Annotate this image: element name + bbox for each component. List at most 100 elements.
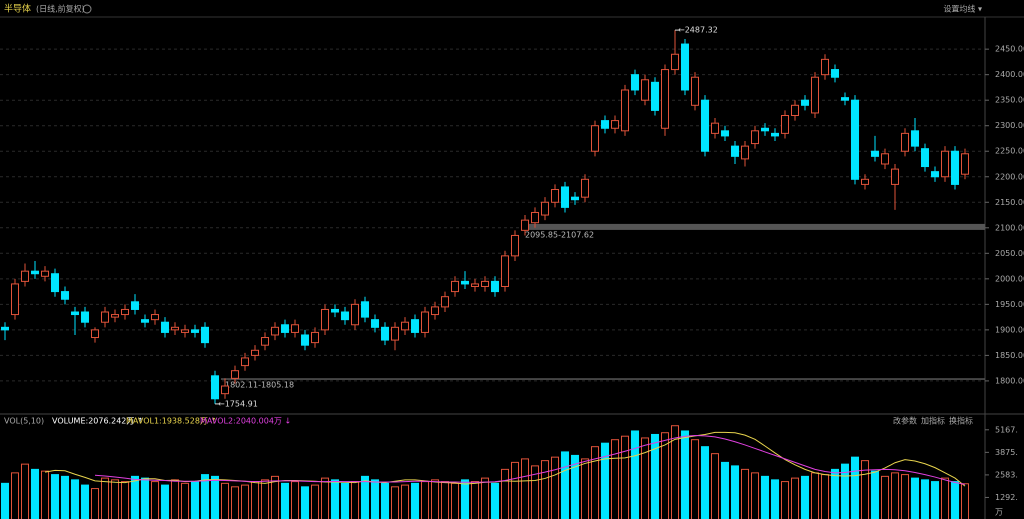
volume-bar <box>231 486 239 519</box>
volume-bar <box>71 479 79 519</box>
candle-body <box>941 150 949 178</box>
volume-bar <box>621 435 629 519</box>
candle-body <box>231 370 239 379</box>
volume-bar <box>641 437 649 519</box>
settings-icon[interactable] <box>82 4 92 14</box>
volume-bar <box>591 446 599 519</box>
gap-band <box>521 223 985 230</box>
panel-button[interactable]: 改参数 <box>893 416 917 426</box>
annotation: ←1754.91 <box>218 399 258 408</box>
volume-bar <box>781 481 789 519</box>
volume-bar <box>281 482 289 519</box>
volume-bar <box>11 472 19 519</box>
candle-body <box>701 99 709 152</box>
volume-bar <box>791 477 799 519</box>
candle-body <box>861 178 869 185</box>
candle-body <box>481 280 489 287</box>
candle-body <box>721 130 729 137</box>
candle-body <box>371 319 379 328</box>
candle-body <box>881 153 889 165</box>
volume-bar <box>761 475 769 519</box>
volume-bar <box>61 475 69 519</box>
volume-bar <box>411 482 419 519</box>
candle-body <box>501 255 509 287</box>
volume-bar <box>371 479 379 519</box>
candle-body <box>1 326 9 331</box>
vol-title: VOL(5,10) <box>4 417 44 426</box>
candle-body <box>531 211 539 224</box>
volume-bar <box>951 481 959 519</box>
volume-bar <box>741 468 749 519</box>
volume-bar <box>81 484 89 519</box>
candle-body <box>901 132 909 152</box>
volume-bar <box>581 458 589 519</box>
vol-tick-label: 1292. <box>995 493 1018 502</box>
candle-body <box>351 303 359 326</box>
candle-body <box>211 375 219 400</box>
candle-body <box>541 201 549 216</box>
chart-title: 半导体 <box>4 3 31 15</box>
candle-body <box>161 321 169 333</box>
candle-body <box>771 132 779 137</box>
candle-body <box>641 79 649 101</box>
candle-body <box>521 219 529 231</box>
candle-body <box>91 329 99 339</box>
y-tick-label: 2250.00 <box>995 147 1024 156</box>
vol-tick-label: 5167. <box>995 425 1018 434</box>
volume-bar <box>331 479 339 519</box>
candle-body <box>471 283 479 287</box>
volume-bar <box>721 461 729 519</box>
volume-bar <box>891 472 899 519</box>
volume-bar <box>461 479 469 519</box>
candle-body <box>11 283 19 316</box>
volume-bar <box>851 456 859 519</box>
volume-bar <box>191 481 199 519</box>
volume-bar <box>351 481 359 519</box>
y-tick-label: 2200.00 <box>995 172 1024 181</box>
volume-bar <box>431 479 439 519</box>
volume-bar <box>121 481 129 519</box>
panel-button[interactable]: 加指标 <box>921 416 945 426</box>
vol-unit: 万 <box>995 508 1003 517</box>
candle-body <box>81 311 89 323</box>
volume-bar <box>731 465 739 519</box>
volume-bar <box>501 468 509 519</box>
candle-body <box>101 311 109 323</box>
volume-bar <box>541 460 549 519</box>
volume-bar <box>91 488 99 519</box>
candle-body <box>381 326 389 341</box>
candle-body <box>311 331 319 344</box>
y-tick-label: 2300.00 <box>995 121 1024 130</box>
y-tick-label: 2000.00 <box>995 274 1024 283</box>
ma-menu[interactable]: 设置均线 ▾ <box>943 4 982 14</box>
candle-body <box>961 153 969 175</box>
candle-body <box>141 319 149 323</box>
candle-body <box>331 308 339 313</box>
vol-readout: VOLUME:2076.242万 ↑ <box>52 417 144 426</box>
volume-bar <box>841 463 849 519</box>
candle-body <box>221 385 229 395</box>
candle-body <box>31 270 39 275</box>
candle-body <box>751 130 759 145</box>
volume-bar <box>181 482 189 519</box>
candle-body <box>271 326 279 336</box>
y-tick-label: 1900.00 <box>995 325 1024 334</box>
candle-body <box>661 69 669 129</box>
candle-body <box>151 314 159 321</box>
volume-bar <box>101 477 109 519</box>
volume-bar <box>111 479 119 519</box>
gap-label: 1802.11-1805.18 <box>225 380 294 389</box>
y-tick-label: 1800.00 <box>995 376 1024 385</box>
volume-bar <box>1 482 9 519</box>
volume-bar <box>961 483 969 519</box>
volume-bar <box>651 433 659 519</box>
candle-body <box>601 120 609 129</box>
volume-bar <box>771 479 779 519</box>
y-tick-label: 2100.00 <box>995 223 1024 232</box>
candle-body <box>811 76 819 114</box>
volume-bar <box>521 458 529 519</box>
volume-bar <box>681 430 689 519</box>
candle-body <box>121 308 129 316</box>
volume-bar <box>291 481 299 519</box>
panel-button[interactable]: 换指标 <box>949 416 973 426</box>
